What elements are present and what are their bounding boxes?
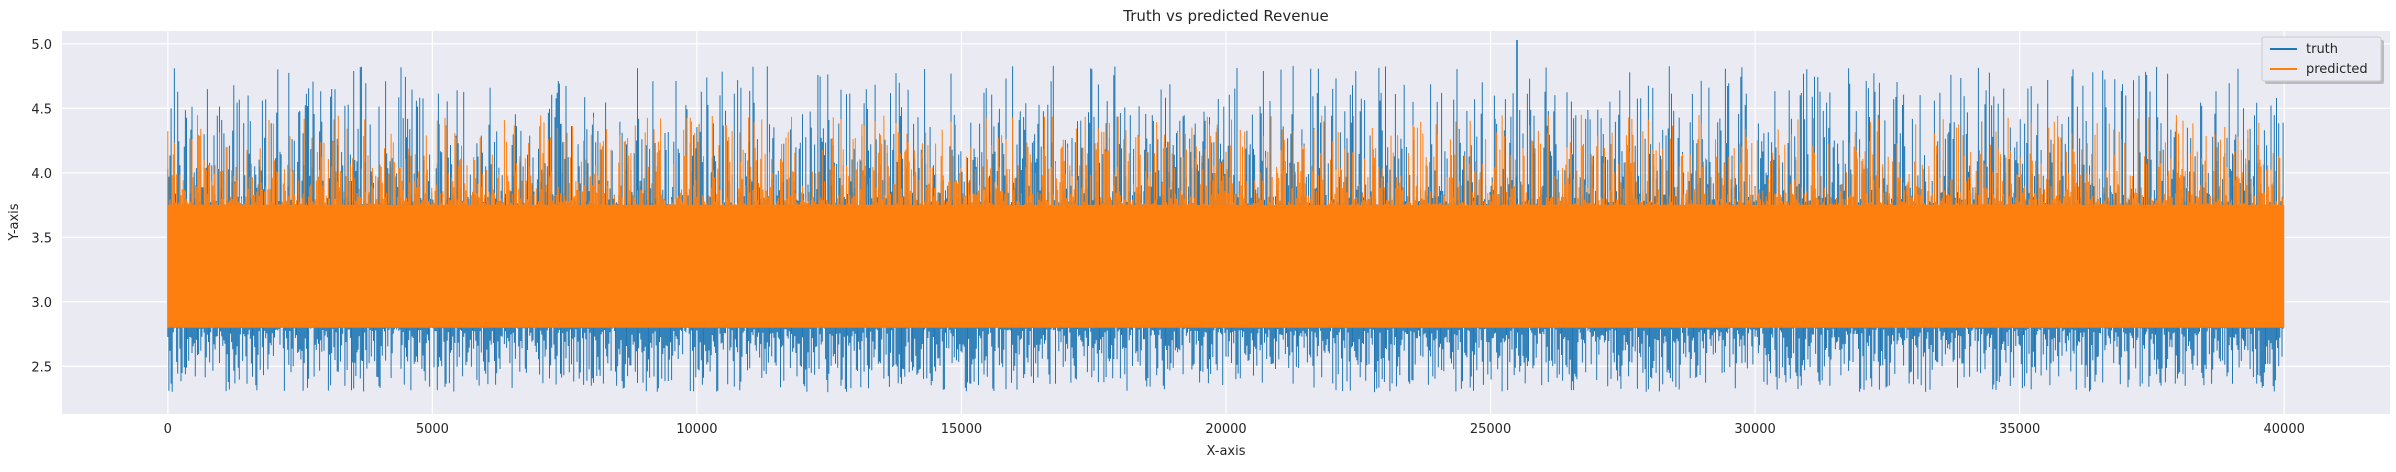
x-tick-label: 20000 (1205, 422, 1246, 437)
legend-label-predicted: predicted (2306, 62, 2368, 77)
x-tick-label: 35000 (1999, 422, 2040, 437)
series-predicted (167, 114, 2285, 328)
x-tick-label: 0 (164, 422, 172, 437)
y-tick-label: 4.5 (31, 102, 52, 117)
y-axis-label: Y-axis (7, 203, 22, 241)
legend: truth predicted (2261, 36, 2384, 84)
x-tick-label: 30000 (1734, 422, 1775, 437)
y-tick-label: 3.5 (31, 231, 52, 246)
y-tick-label: 2.5 (31, 360, 52, 375)
series-line-predicted (167, 114, 2284, 328)
x-tick-label: 40000 (2264, 422, 2305, 437)
y-tick-label: 3.0 (31, 296, 52, 311)
legend-label-truth: truth (2306, 42, 2338, 57)
y-tick-label: 4.0 (31, 167, 52, 182)
x-tick-label: 25000 (1470, 422, 1511, 437)
y-tick-labels: 2.5 3.0 3.5 4.0 4.5 5.0 (31, 38, 52, 375)
x-tick-label: 15000 (941, 422, 982, 437)
x-tick-labels: 0 5000 10000 15000 20000 25000 30000 35000 40000 (164, 422, 2305, 437)
chart-title: Truth vs predicted Revenue (1122, 7, 1329, 25)
x-tick-label: 5000 (416, 422, 449, 437)
y-tick-label: 5.0 (31, 38, 52, 53)
x-tick-label: 10000 (676, 422, 717, 437)
x-axis-label: X-axis (1207, 444, 1246, 459)
data-series (167, 40, 2285, 393)
